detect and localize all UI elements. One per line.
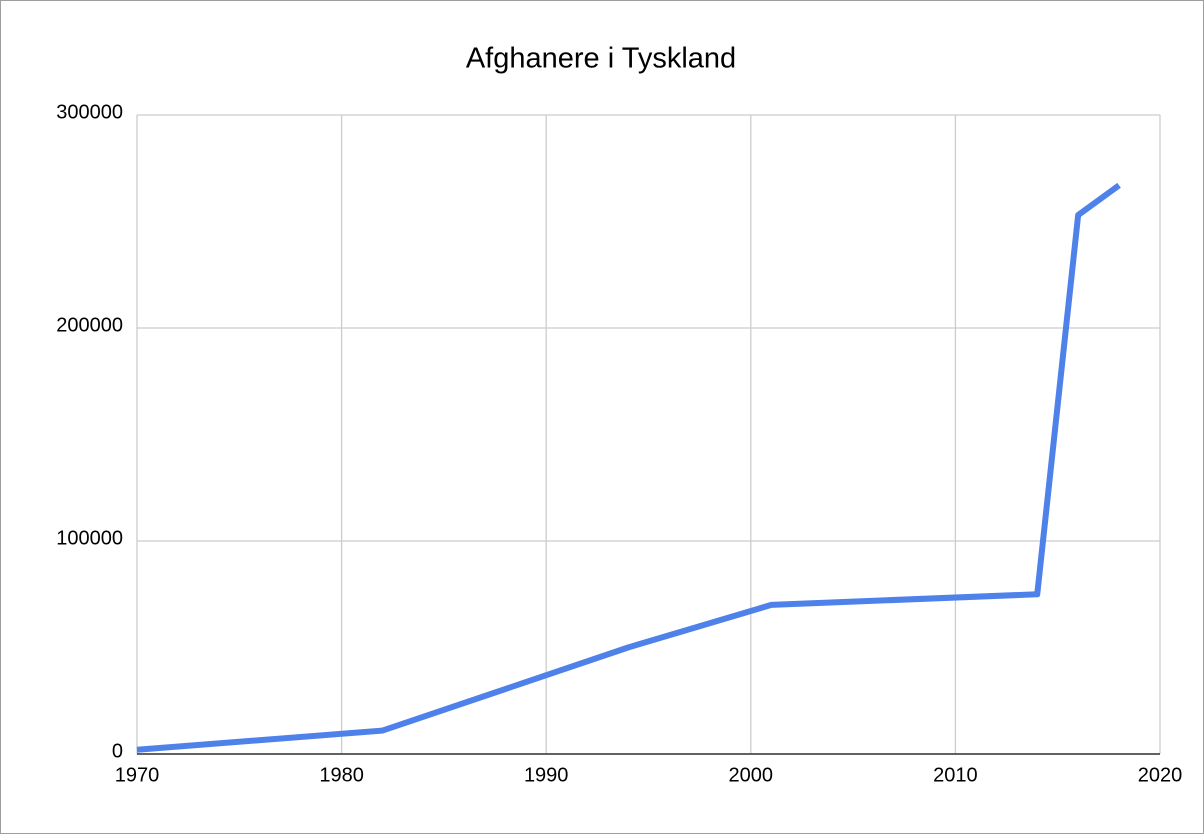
x-tick-label: 1990 [524, 764, 569, 786]
y-tick-label: 200000 [56, 314, 123, 336]
x-tick-label: 2020 [1138, 764, 1183, 786]
data-line [136, 182, 1121, 753]
x-tick-label: 2000 [729, 764, 774, 786]
x-tick-label: 2010 [933, 764, 978, 786]
y-tick-label: 0 [112, 740, 123, 762]
x-tick-label: 1980 [319, 764, 364, 786]
y-tick-label: 100000 [56, 527, 123, 549]
x-tick-label: 1970 [115, 764, 160, 786]
y-tick-label: 300000 [56, 101, 123, 123]
chart-title: Afghanere i Tyskland [466, 43, 736, 75]
